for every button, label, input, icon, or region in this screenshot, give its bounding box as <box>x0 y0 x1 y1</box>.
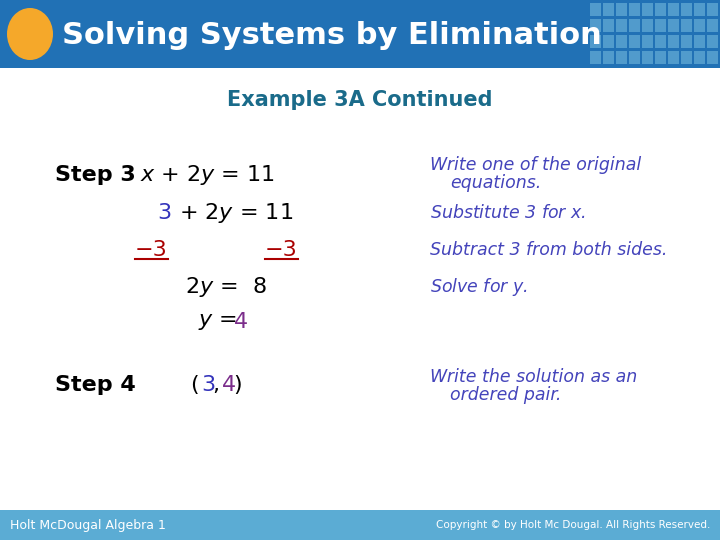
Text: Step 3: Step 3 <box>55 165 136 185</box>
Bar <box>616 19 627 32</box>
Bar <box>694 35 705 48</box>
Bar <box>668 19 679 32</box>
Bar <box>681 19 692 32</box>
Bar <box>590 3 601 16</box>
Bar <box>616 3 627 16</box>
Text: 3: 3 <box>157 203 171 223</box>
Text: Subtract 3 from both sides.: Subtract 3 from both sides. <box>430 241 667 259</box>
Bar <box>681 3 692 16</box>
Text: Copyright © by Holt Mc Dougal. All Rights Reserved.: Copyright © by Holt Mc Dougal. All Right… <box>436 520 710 530</box>
Bar <box>655 19 666 32</box>
Text: Solve for $y$.: Solve for $y$. <box>430 276 528 298</box>
Text: (: ( <box>190 375 199 395</box>
Text: Substitute 3 for $x$.: Substitute 3 for $x$. <box>430 204 586 222</box>
Text: equations.: equations. <box>450 174 541 192</box>
Text: −3: −3 <box>135 240 168 260</box>
Text: Solving Systems by Elimination: Solving Systems by Elimination <box>62 22 602 51</box>
Bar <box>642 3 653 16</box>
Bar <box>603 51 614 64</box>
Bar <box>629 3 640 16</box>
Text: 2$y$ =  8: 2$y$ = 8 <box>185 275 267 299</box>
Bar <box>603 19 614 32</box>
Text: ): ) <box>233 375 242 395</box>
Bar <box>707 35 718 48</box>
Bar <box>603 3 614 16</box>
Ellipse shape <box>7 8 53 60</box>
Text: 4: 4 <box>222 375 236 395</box>
Bar <box>642 51 653 64</box>
Bar <box>655 3 666 16</box>
Bar <box>694 51 705 64</box>
Bar <box>707 19 718 32</box>
Bar <box>668 3 679 16</box>
Bar <box>603 35 614 48</box>
Bar <box>616 35 627 48</box>
Bar <box>0 510 720 540</box>
Bar <box>629 51 640 64</box>
Bar <box>629 19 640 32</box>
Bar <box>629 35 640 48</box>
Bar <box>681 35 692 48</box>
Bar <box>707 3 718 16</box>
Bar <box>590 19 601 32</box>
Text: 3: 3 <box>201 375 215 395</box>
Bar <box>694 3 705 16</box>
Bar <box>642 19 653 32</box>
Bar <box>655 35 666 48</box>
Text: Holt McDougal Algebra 1: Holt McDougal Algebra 1 <box>10 518 166 531</box>
Bar <box>668 51 679 64</box>
Text: + 2$y$ = 11: + 2$y$ = 11 <box>172 201 293 225</box>
Text: $y$ =: $y$ = <box>198 312 240 332</box>
Bar <box>590 51 601 64</box>
Text: ordered pair.: ordered pair. <box>450 386 562 404</box>
Text: Step 4: Step 4 <box>55 375 136 395</box>
Text: $x$ + 2$y$ = 11: $x$ + 2$y$ = 11 <box>140 163 275 187</box>
Text: 4: 4 <box>234 312 248 332</box>
Bar <box>590 35 601 48</box>
Bar <box>694 19 705 32</box>
Text: Write the solution as an: Write the solution as an <box>430 368 637 386</box>
Text: −3: −3 <box>265 240 298 260</box>
Bar <box>0 0 720 68</box>
Text: Example 3A Continued: Example 3A Continued <box>228 90 492 110</box>
Bar <box>655 51 666 64</box>
Bar <box>681 51 692 64</box>
Bar <box>642 35 653 48</box>
Text: Write one of the original: Write one of the original <box>430 156 642 174</box>
Bar <box>707 51 718 64</box>
Bar <box>668 35 679 48</box>
Bar <box>616 51 627 64</box>
Text: ,: , <box>212 375 219 395</box>
